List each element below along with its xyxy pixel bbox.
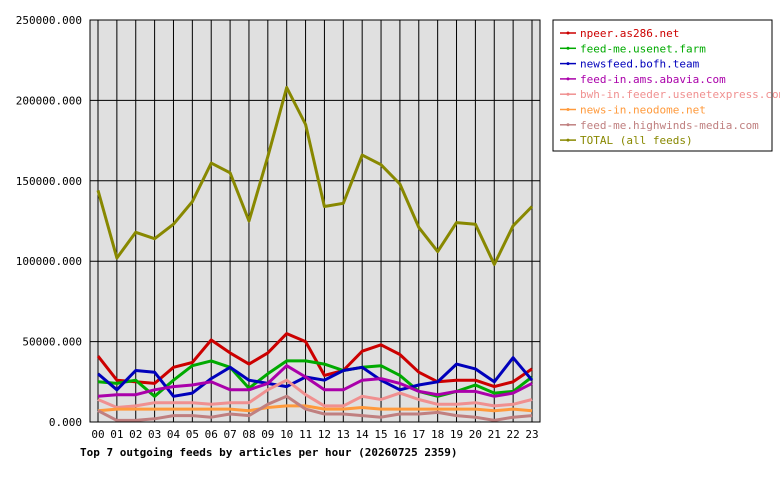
x-tick-label: 08	[242, 428, 255, 441]
legend-marker	[566, 31, 570, 35]
x-tick-label: 22	[507, 428, 520, 441]
x-tick-label: 16	[393, 428, 406, 441]
x-tick-label: 01	[110, 428, 123, 441]
plot-area	[90, 20, 540, 422]
x-tick-label: 05	[186, 428, 199, 441]
series-line-4	[97, 378, 533, 409]
legend-entry: feed-me.usenet.farm	[580, 42, 706, 55]
legend-marker	[566, 108, 570, 111]
y-axis-ticks: 0.000 50000.000 100000.000 150000.000 200000…	[16, 14, 82, 429]
legend-entry: TOTAL (all feeds)	[580, 134, 693, 147]
series-line-6	[97, 394, 533, 422]
y-tick-label: 200000.000	[16, 94, 82, 107]
legend-marker	[566, 62, 570, 66]
x-axis-ticks: 00 01 02 03 04 05 06 07 08 09 10 11 12 13 14 15 16 17 18 19…	[91, 428, 538, 441]
legend-box	[552, 19, 773, 152]
x-tick-label: 07	[223, 428, 236, 441]
x-tick-label: 17	[412, 428, 425, 441]
legend-marker	[566, 138, 570, 142]
y-tick-label: 150000.000	[16, 175, 82, 188]
x-tick-label: 02	[129, 428, 142, 441]
series-line-5	[97, 404, 533, 413]
x-tick-label: 20	[469, 428, 482, 441]
legend: npeer.as286.net feed-me.usenet.farm newsfe…	[552, 19, 780, 152]
legend-entry: newsfeed.bofh.team	[580, 58, 700, 71]
legend-marker	[566, 92, 570, 96]
x-tick-label: 13	[337, 428, 350, 441]
legend-entry: feed-in.ams.abavia.com	[580, 73, 726, 86]
x-tick-label: 23	[525, 428, 538, 441]
legend-marker	[566, 46, 570, 50]
legend-entry: bwh-in.feeder.usenetexpress.com	[580, 88, 780, 101]
legend-entry: npeer.as286.net	[580, 27, 679, 40]
x-tick-label: 10	[280, 428, 293, 441]
x-tick-label: 19	[450, 428, 463, 441]
y-tick-label: 50000.000	[22, 336, 82, 349]
y-tick-label: 250000.000	[16, 14, 82, 27]
series-line-7	[96, 86, 534, 266]
series-line-0	[96, 332, 533, 389]
x-tick-label: 12	[318, 428, 331, 441]
x-tick-label: 14	[356, 428, 370, 441]
x-tick-label: 00	[91, 428, 104, 441]
plot-border	[89, 19, 541, 423]
legend-entry: feed-me.highwinds-media.com	[580, 119, 759, 132]
chart-title: Top 7 outgoing feeds by articles per hou…	[80, 446, 458, 459]
x-tick-label: 06	[205, 428, 218, 441]
series-lines	[96, 86, 534, 422]
y-tick-label: 100000.000	[16, 255, 82, 268]
x-tick-label: 15	[374, 428, 387, 441]
y-tick-label: 0.000	[49, 416, 82, 429]
series-line-2	[97, 356, 534, 398]
legend-marker	[566, 123, 570, 127]
x-tick-label: 21	[488, 428, 501, 441]
series-line-3	[97, 364, 533, 398]
x-tick-label: 18	[431, 428, 444, 441]
x-tick-label: 03	[148, 428, 161, 441]
x-tick-label: 11	[299, 428, 312, 441]
legend-entry: news-in.neodome.net	[580, 104, 706, 117]
legend-marker	[566, 77, 570, 81]
grid	[90, 19, 540, 423]
x-tick-label: 04	[167, 428, 181, 441]
x-tick-label: 09	[261, 428, 274, 441]
